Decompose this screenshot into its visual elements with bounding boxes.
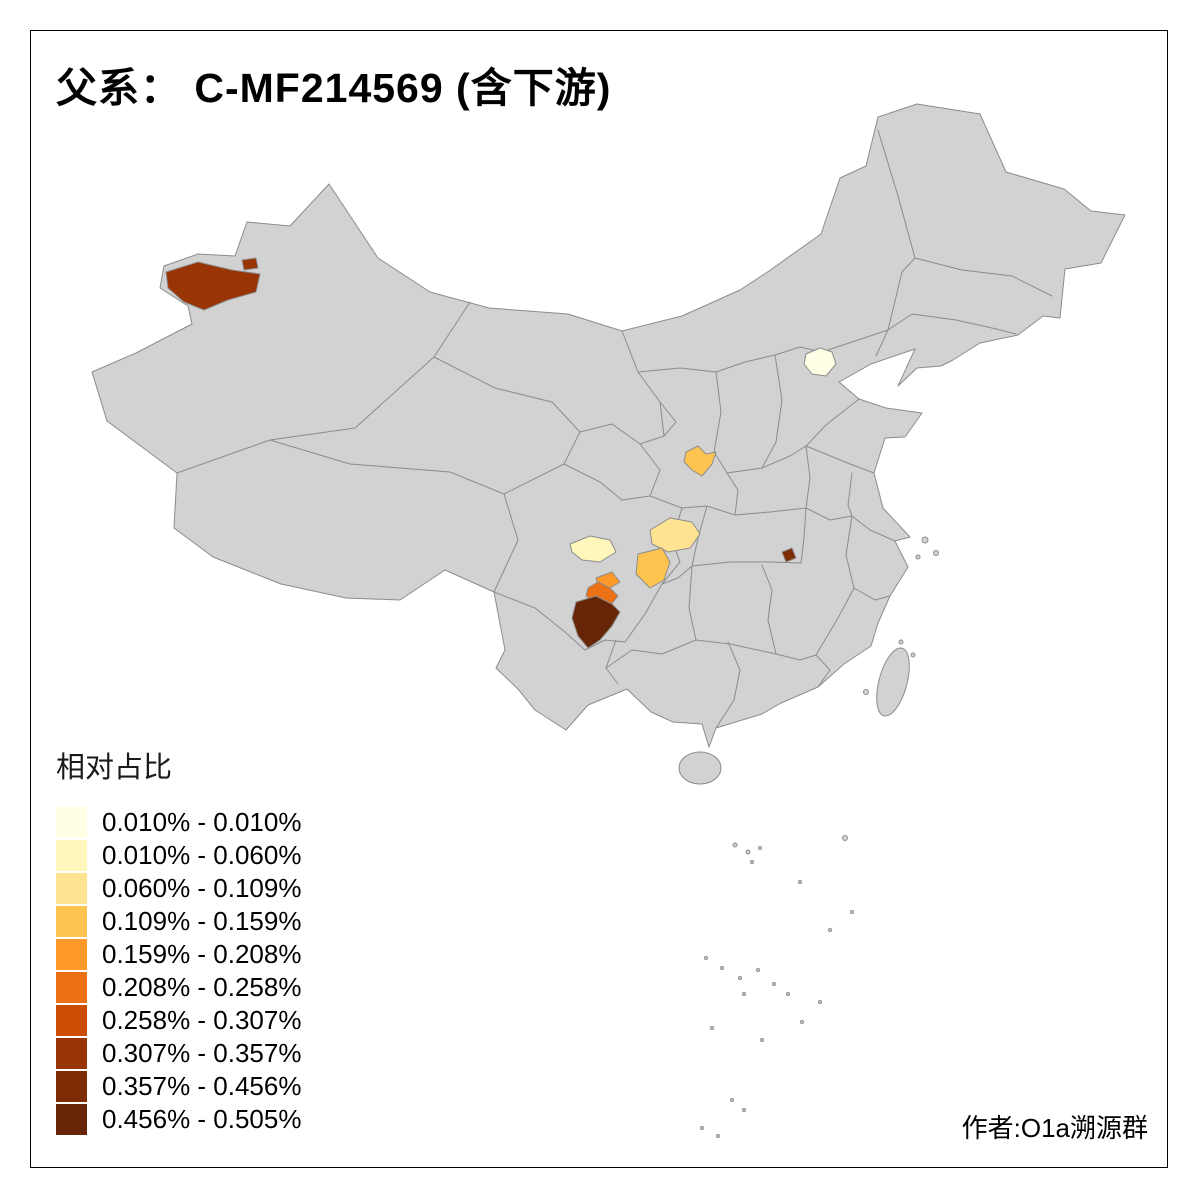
region-beijing [803, 347, 837, 377]
island [898, 639, 904, 645]
region-ili-exclave [241, 257, 259, 271]
island [742, 992, 746, 996]
island [863, 689, 869, 695]
region-ili-northwest-xinjiang [165, 261, 261, 311]
legend-label: 0.010% - 0.010% [102, 807, 302, 837]
legend-label: 0.258% - 0.307% [102, 1005, 302, 1035]
island [933, 550, 939, 556]
island [756, 968, 760, 972]
island [921, 536, 929, 544]
legend-title: 相对占比 [56, 752, 173, 784]
island [720, 966, 724, 970]
island [772, 982, 776, 986]
legend-swatch [56, 972, 87, 1003]
legend-label: 0.456% - 0.505% [102, 1104, 302, 1134]
mainland-china-outline [91, 103, 1126, 748]
island [798, 880, 802, 884]
map-layers [91, 103, 1126, 1138]
island [910, 652, 916, 658]
legend-item: 0.060% - 0.109% [56, 872, 301, 905]
legend-swatch [56, 873, 87, 904]
legend-label: 0.159% - 0.208% [102, 939, 302, 969]
legend-label: 0.010% - 0.060% [102, 840, 302, 870]
legend-swatch [56, 906, 87, 937]
author-credit: 作者:O1a溯源群 [961, 1113, 1148, 1143]
legend-item: 0.010% - 0.010% [56, 806, 301, 839]
legend-item: 0.307% - 0.357% [56, 1037, 301, 1070]
legend-item: 0.159% - 0.208% [56, 938, 301, 971]
highlighted-regions [165, 257, 837, 649]
south-china-sea-islands [700, 835, 854, 1138]
island [760, 1038, 764, 1042]
region-ezhou-hubei [781, 547, 797, 563]
island [716, 1134, 720, 1138]
region-xian-shaanxi [683, 445, 717, 477]
island [828, 928, 832, 932]
legend-swatch [56, 840, 87, 871]
legend-item: 0.456% - 0.505% [56, 1103, 301, 1136]
island [704, 956, 708, 960]
island [850, 910, 854, 914]
legend-label: 0.307% - 0.357% [102, 1038, 302, 1068]
legend-swatch [56, 1005, 87, 1036]
island [745, 849, 751, 855]
taiwan-island [876, 647, 910, 717]
coastal-islands [863, 536, 939, 695]
region-chongqing-northeast [649, 517, 701, 553]
legend-item: 0.109% - 0.159% [56, 905, 301, 938]
island [700, 1126, 704, 1130]
island [750, 860, 754, 864]
island [842, 835, 848, 841]
hainan-island [678, 751, 722, 785]
region-chengdu-sichuan [569, 535, 617, 563]
island [915, 554, 921, 560]
legend-swatch [56, 1104, 87, 1135]
legend-label: 0.060% - 0.109% [102, 873, 302, 903]
legend: 相对占比 0.010% - 0.010% 0.010% - 0.060% 0.0… [56, 744, 301, 1136]
page-title: 父系： C-MF214569 (含下游) [56, 65, 612, 111]
region-chongqing-southwest [635, 547, 671, 589]
legend-item: 0.258% - 0.307% [56, 1004, 301, 1037]
region-liangshan-sichuan [571, 595, 621, 649]
island [786, 992, 790, 996]
island [742, 1108, 746, 1112]
legend-label: 0.357% - 0.456% [102, 1071, 302, 1101]
island [710, 1026, 714, 1030]
legend-label: 0.208% - 0.258% [102, 972, 302, 1002]
island [758, 846, 762, 850]
island [738, 976, 742, 980]
legend-item: 0.010% - 0.060% [56, 839, 301, 872]
legend-swatch [56, 1038, 87, 1069]
legend-label: 0.109% - 0.159% [102, 906, 302, 936]
legend-item: 0.357% - 0.456% [56, 1070, 301, 1103]
legend-swatch [56, 1071, 87, 1102]
island [732, 842, 738, 848]
legend-item: 0.208% - 0.258% [56, 971, 301, 1004]
island [818, 1000, 822, 1004]
legend-swatch [56, 939, 87, 970]
province-borders [176, 129, 1053, 729]
legend-swatch [56, 807, 87, 838]
island [730, 1098, 734, 1102]
island [800, 1020, 804, 1024]
